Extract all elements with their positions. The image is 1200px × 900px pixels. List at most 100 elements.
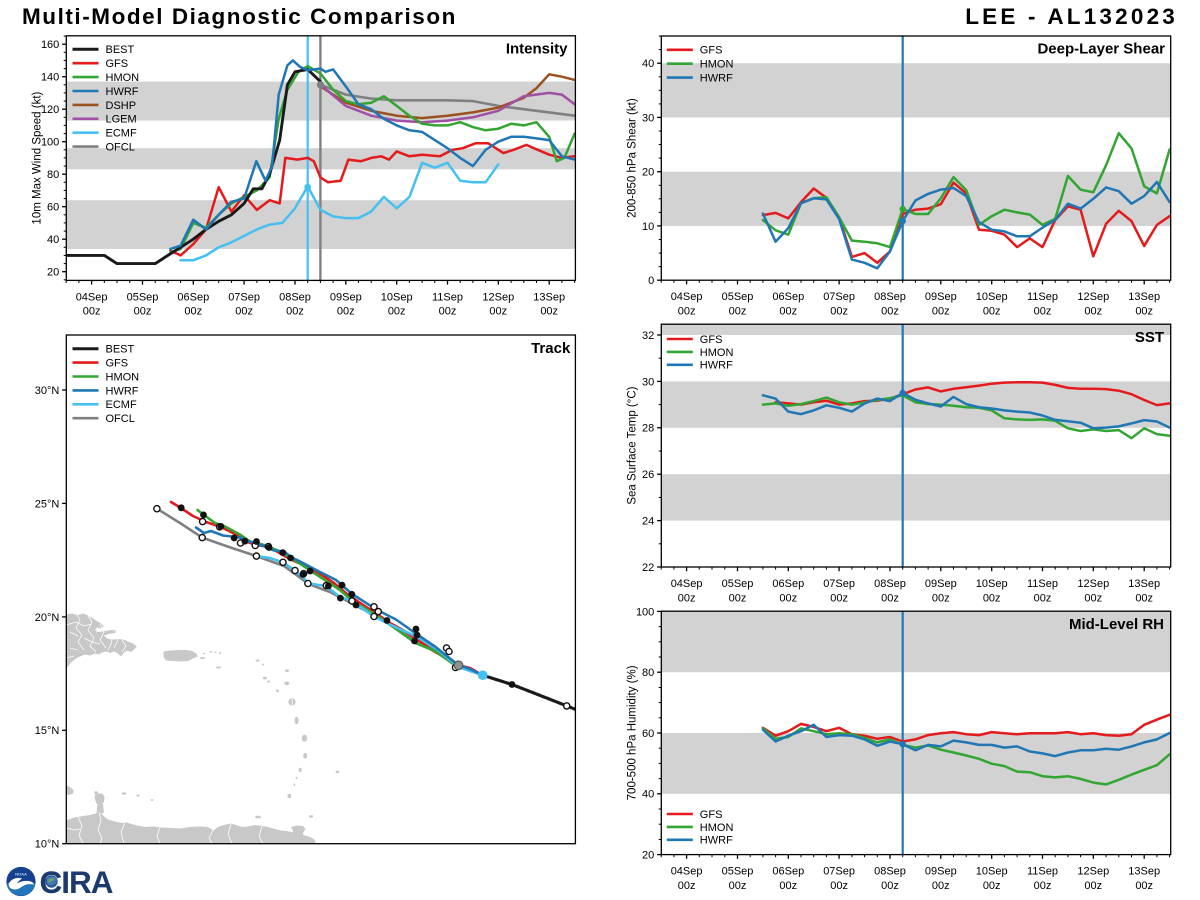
svg-text:00z: 00z — [779, 880, 797, 892]
svg-text:12Sep: 12Sep — [1077, 578, 1109, 590]
svg-text:Multi-Model Diagnostic Compari: Multi-Model Diagnostic Comparison — [22, 4, 457, 29]
svg-text:HMON: HMON — [106, 371, 140, 383]
svg-text:140: 140 — [41, 72, 59, 84]
svg-text:11Sep: 11Sep — [1027, 578, 1058, 590]
svg-text:OFCL: OFCL — [106, 413, 135, 425]
svg-text:00z: 00z — [1135, 880, 1153, 892]
svg-text:06Sep: 06Sep — [772, 866, 804, 878]
svg-text:05Sep: 05Sep — [722, 291, 754, 303]
svg-text:40: 40 — [642, 58, 654, 70]
svg-text:00z: 00z — [729, 592, 747, 604]
svg-text:09Sep: 09Sep — [925, 866, 957, 878]
svg-text:Track: Track — [531, 340, 571, 357]
svg-text:LGEM: LGEM — [106, 114, 137, 126]
svg-text:10m Max Wind Speed (kt): 10m Max Wind Speed (kt) — [32, 91, 44, 224]
svg-text:80: 80 — [642, 667, 654, 679]
svg-text:00z: 00z — [830, 880, 848, 892]
svg-text:08Sep: 08Sep — [279, 291, 311, 303]
svg-text:00z: 00z — [779, 592, 797, 604]
svg-text:20: 20 — [47, 267, 59, 279]
svg-text:00z: 00z — [1135, 592, 1153, 604]
svg-text:GFS: GFS — [700, 45, 723, 57]
svg-text:00z: 00z — [678, 306, 696, 318]
svg-text:HMON: HMON — [700, 59, 734, 71]
svg-text:24: 24 — [642, 516, 654, 528]
svg-text:07Sep: 07Sep — [823, 578, 855, 590]
svg-text:DSHP: DSHP — [106, 100, 137, 112]
svg-text:12Sep: 12Sep — [1077, 291, 1109, 303]
svg-text:06Sep: 06Sep — [177, 291, 209, 303]
svg-text:HWRF: HWRF — [700, 360, 733, 372]
svg-text:08Sep: 08Sep — [874, 578, 906, 590]
svg-text:30: 30 — [642, 112, 654, 124]
svg-text:00z: 00z — [1034, 592, 1052, 604]
svg-text:13Sep: 13Sep — [1128, 291, 1160, 303]
svg-text:10Sep: 10Sep — [976, 866, 1008, 878]
svg-text:05Sep: 05Sep — [722, 866, 754, 878]
svg-text:60: 60 — [642, 728, 654, 740]
svg-text:10°N: 10°N — [35, 839, 60, 851]
svg-text:00z: 00z — [881, 306, 899, 318]
svg-text:700-500 hPa Humidity (%): 700-500 hPa Humidity (%) — [627, 665, 639, 800]
svg-text:HWRF: HWRF — [106, 385, 139, 397]
svg-text:12Sep: 12Sep — [482, 291, 514, 303]
svg-text:13Sep: 13Sep — [533, 291, 565, 303]
svg-text:06Sep: 06Sep — [772, 291, 804, 303]
svg-text:HWRF: HWRF — [106, 86, 139, 98]
svg-text:11Sep: 11Sep — [1027, 866, 1058, 878]
svg-text:30: 30 — [642, 376, 654, 388]
svg-text:10: 10 — [642, 221, 654, 233]
svg-text:30°N: 30°N — [35, 385, 60, 397]
svg-text:00z: 00z — [881, 592, 899, 604]
svg-text:00z: 00z — [983, 592, 1001, 604]
svg-text:GFS: GFS — [106, 358, 129, 370]
svg-text:BEST: BEST — [106, 44, 135, 56]
svg-text:09Sep: 09Sep — [330, 291, 362, 303]
svg-text:07Sep: 07Sep — [823, 866, 855, 878]
svg-text:10Sep: 10Sep — [976, 291, 1008, 303]
svg-text:05Sep: 05Sep — [722, 578, 754, 590]
svg-text:00z: 00z — [1084, 592, 1102, 604]
svg-text:GFS: GFS — [700, 809, 723, 821]
svg-text:00z: 00z — [983, 306, 1001, 318]
svg-text:09Sep: 09Sep — [925, 578, 957, 590]
svg-text:04Sep: 04Sep — [76, 291, 108, 303]
svg-text:22: 22 — [642, 562, 654, 574]
svg-text:08Sep: 08Sep — [874, 866, 906, 878]
svg-text:HWRF: HWRF — [700, 835, 733, 847]
svg-text:ECMF: ECMF — [106, 399, 137, 411]
svg-text:Sea Surface Temp (°C): Sea Surface Temp (°C) — [627, 386, 639, 504]
svg-text:32: 32 — [642, 330, 654, 342]
svg-text:00z: 00z — [830, 592, 848, 604]
svg-text:13Sep: 13Sep — [1128, 866, 1160, 878]
svg-text:HMON: HMON — [700, 822, 734, 834]
svg-text:00z: 00z — [489, 306, 507, 318]
svg-text:60: 60 — [47, 202, 59, 214]
svg-text:00z: 00z — [1084, 306, 1102, 318]
svg-text:28: 28 — [642, 423, 654, 435]
svg-text:Intensity: Intensity — [506, 41, 568, 58]
svg-text:12Sep: 12Sep — [1077, 866, 1109, 878]
svg-text:200-850 hPa Shear (kt): 200-850 hPa Shear (kt) — [627, 98, 639, 218]
svg-text:00z: 00z — [134, 306, 152, 318]
svg-text:06Sep: 06Sep — [772, 578, 804, 590]
svg-text:BEST: BEST — [106, 344, 135, 356]
svg-text:10Sep: 10Sep — [381, 291, 413, 303]
svg-text:00z: 00z — [932, 306, 950, 318]
svg-text:20: 20 — [642, 850, 654, 862]
svg-text:10Sep: 10Sep — [976, 578, 1008, 590]
svg-text:HMON: HMON — [106, 72, 140, 84]
svg-text:00z: 00z — [830, 306, 848, 318]
svg-text:00z: 00z — [983, 880, 1001, 892]
svg-text:00z: 00z — [678, 592, 696, 604]
svg-text:00z: 00z — [337, 306, 355, 318]
svg-text:SST: SST — [1135, 329, 1164, 346]
svg-text:160: 160 — [41, 39, 59, 51]
svg-text:Mid-Level RH: Mid-Level RH — [1069, 616, 1164, 633]
svg-text:00z: 00z — [1084, 880, 1102, 892]
svg-text:00z: 00z — [729, 880, 747, 892]
svg-text:20: 20 — [642, 167, 654, 179]
svg-text:25°N: 25°N — [35, 498, 60, 510]
svg-text:40: 40 — [642, 789, 654, 801]
svg-text:00z: 00z — [779, 306, 797, 318]
